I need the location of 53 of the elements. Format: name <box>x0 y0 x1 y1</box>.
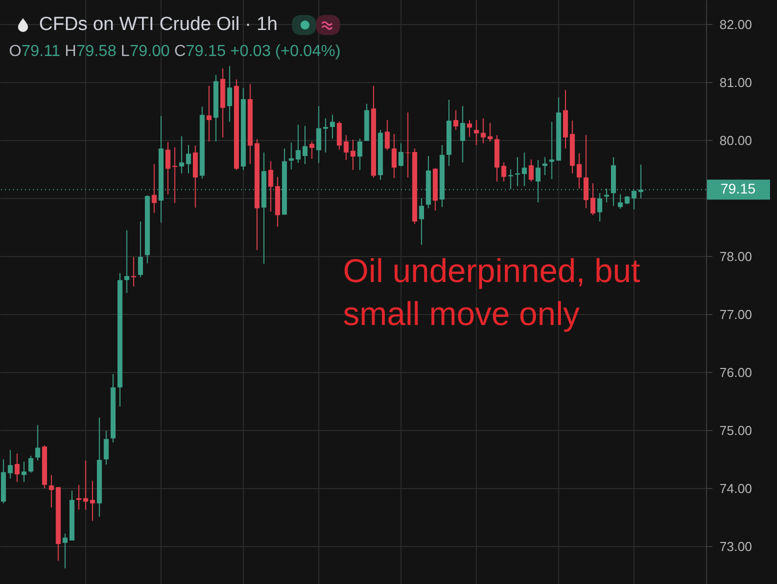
candlestick <box>419 198 424 246</box>
candlestick <box>474 120 479 146</box>
candlestick <box>104 430 109 466</box>
candlestick <box>350 139 356 170</box>
candlestick <box>542 156 548 176</box>
candlestick <box>316 106 322 164</box>
candlestick <box>357 138 362 170</box>
candlestick <box>590 182 596 216</box>
candlestick <box>14 453 20 482</box>
y-tick-label: 75.00 <box>720 422 752 438</box>
candlestick <box>165 142 170 195</box>
candlestick <box>398 142 404 167</box>
candlestick <box>508 168 514 190</box>
candlestick <box>62 533 68 569</box>
ref-line-label: 79.15 <box>720 180 756 197</box>
text: CFDs on WTI Crude Oil · 1h <box>39 14 278 36</box>
candlestick <box>90 480 95 522</box>
candlestick <box>467 120 472 138</box>
y-tick-label: 74.00 <box>720 480 752 496</box>
candlestick <box>227 66 232 122</box>
y-tick-label: 82.00 <box>720 16 752 32</box>
candlestick <box>392 133 397 179</box>
candlestick <box>152 164 157 214</box>
candlestick <box>35 424 40 461</box>
candlestick <box>522 152 527 187</box>
candlestick <box>22 461 26 482</box>
y-tick-label: 81.00 <box>720 74 752 90</box>
candlestick <box>528 158 534 182</box>
candlestick <box>206 85 212 142</box>
text: O79.11 H79.58 L79.00 C79.15 +0.03 (+0.04%) <box>9 43 341 60</box>
candlestick <box>384 120 390 151</box>
candlestick <box>138 221 143 278</box>
candlestick <box>8 450 13 479</box>
candlestick <box>179 136 184 174</box>
y-tick-label: 78.00 <box>720 248 752 264</box>
y-tick-label: 80.00 <box>720 132 752 148</box>
candlestick <box>584 134 589 209</box>
candlestick <box>549 121 554 180</box>
candlestick <box>453 110 458 130</box>
y-tick-label: 73.00 <box>720 538 752 554</box>
candlestick <box>309 141 314 160</box>
candlestick <box>302 125 308 165</box>
y-tick-label: 77.00 <box>720 306 752 322</box>
candlestick <box>501 162 506 182</box>
candlestick <box>186 144 191 174</box>
candlestick <box>460 106 466 163</box>
candlestick <box>48 474 54 508</box>
y-tick-label: 76.00 <box>720 364 752 380</box>
candlestick <box>597 192 602 222</box>
candlestick <box>28 455 34 474</box>
annotation: Oil underpinned, but small move only <box>343 252 640 332</box>
candlestick <box>330 114 335 140</box>
candlestick <box>124 230 130 294</box>
